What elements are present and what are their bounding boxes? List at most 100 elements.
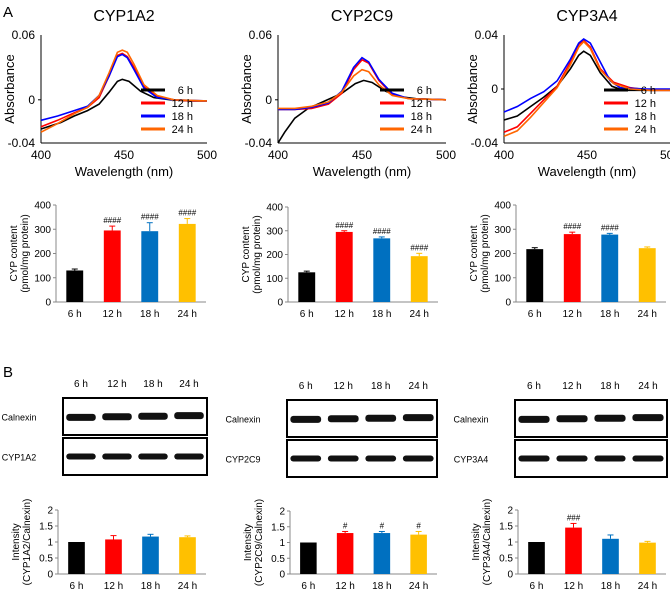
significance-mark: #### [103,216,121,225]
y-tick-label: 0 [28,93,35,107]
y-tick-label: 200 [266,250,283,261]
y-tick-label: 0.5 [271,554,285,565]
x-tick-label: 24 h [409,581,428,592]
y-tick-label: -0.04 [245,136,273,150]
legend-label: 12 h [411,98,432,110]
x-tick-label: 12 h [103,309,122,320]
blot-band [594,414,626,422]
significance-mark: ### [567,513,581,522]
significance-mark: #### [178,209,196,218]
legend-label: 24 h [635,124,656,136]
y-tick-label: 2 [279,507,285,518]
chart-title: CYP1A2 [93,8,154,25]
x-tick-label: 450 [352,148,372,162]
blot-band [556,415,588,423]
bar-chart: 0 100 200 300 400 6 h #### 12 h #### 18 h #### 24 h… [241,203,438,320]
panel-label-a: A [3,4,13,21]
bar [602,538,619,574]
y-tick-label: 0 [45,298,51,309]
lane-label: 6 h [299,381,313,392]
lane-label: 12 h [562,381,581,392]
y-tick-label: 200 [494,249,511,260]
x-tick-label: 6 h [68,309,82,320]
bar [410,534,427,574]
y-tick-label: -0.04 [8,136,36,150]
legend-label: 12 h [172,98,193,110]
y-tick-label: 0 [265,93,272,107]
bar [298,272,316,302]
bar-chart: 0 0.5 1 1.5 2 6 h ### 12 h 18 h 24 h Intensity (CYP… [471,499,666,592]
legend-label: 24 h [411,124,432,136]
y-axis-label: Intensity [471,523,482,560]
y-axis-label: Absorbance [239,54,254,123]
y-axis-label-unit: (pmol/mg protein) [20,214,31,292]
blot-band [518,455,550,462]
x-tick-label: 500 [197,148,217,162]
lane-label: 18 h [143,379,162,390]
y-tick-label: 0.06 [12,28,36,42]
y-tick-label: 0 [505,298,511,309]
bar-chart: 0 100 200 300 400 6 h #### 12 h #### 18 h 24 h CYP … [469,201,666,320]
significance-mark: #### [373,227,391,236]
bar [528,542,545,574]
y-axis-label-unit: (pmol/mg protein) [252,215,263,293]
y-tick-label: 400 [266,203,283,214]
x-tick-label: 24 h [638,309,657,320]
x-axis-label: Wavelength (nm) [75,164,174,179]
blot-band [138,453,168,460]
x-tick-label: 500 [436,148,456,162]
legend-label: 18 h [172,111,193,123]
y-axis-label: CYP content [241,226,252,282]
x-tick-label: 6 h [301,581,315,592]
x-tick-label: 400 [268,148,288,162]
y-tick-label: 100 [266,274,283,285]
y-tick-label: 1.5 [39,522,53,533]
x-tick-label: 12 h [564,581,583,592]
chart-title: CYP2C9 [331,8,393,25]
blot-row-label: CYP3A4 [454,455,489,465]
x-tick-label: 500 [660,148,670,162]
series-line-24h [503,40,670,138]
legend-label: 6 h [417,85,432,97]
y-axis-label-unit: (CYP3A4/Calnexin) [482,499,493,586]
bar-chart: 0 0.5 1 1.5 2 6 h #12 h #18 h #24 h Intensity (CYP… [243,499,437,592]
legend-label: 12 h [635,98,656,110]
blot-band [174,453,204,460]
bar [335,231,353,302]
blot-band [138,412,168,420]
significance-mark: #### [563,222,581,231]
series-line-24h [278,68,447,110]
legend-label: 6 h [641,85,656,97]
blot-band [102,413,132,421]
bar [300,542,317,574]
bar [105,539,122,574]
significance-mark: # [380,521,385,530]
blot-band [402,455,434,462]
x-tick-label: 24 h [178,581,197,592]
x-axis-label: Wavelength (nm) [538,164,637,179]
significance-mark: #### [410,243,428,252]
blot-band [402,414,434,422]
series-line-18h [40,53,208,122]
lane-label: 18 h [600,381,619,392]
bar [563,234,581,302]
x-tick-label: 18 h [140,309,159,320]
x-tick-label: 18 h [372,581,391,592]
blot-band [174,412,204,420]
y-tick-label: 0 [507,570,513,581]
x-tick-label: 18 h [601,581,620,592]
y-axis-label: Intensity [11,523,22,560]
x-tick-label: 12 h [335,581,354,592]
x-tick-label: 24 h [178,309,197,320]
y-tick-label: 200 [34,249,51,260]
x-tick-label: 6 h [300,309,314,320]
x-tick-label: 24 h [638,581,657,592]
lane-label: 18 h [371,381,390,392]
bar [565,527,582,574]
blot-row-label: CYP1A2 [2,453,37,463]
x-tick-label: 6 h [528,309,542,320]
bar [336,533,354,574]
